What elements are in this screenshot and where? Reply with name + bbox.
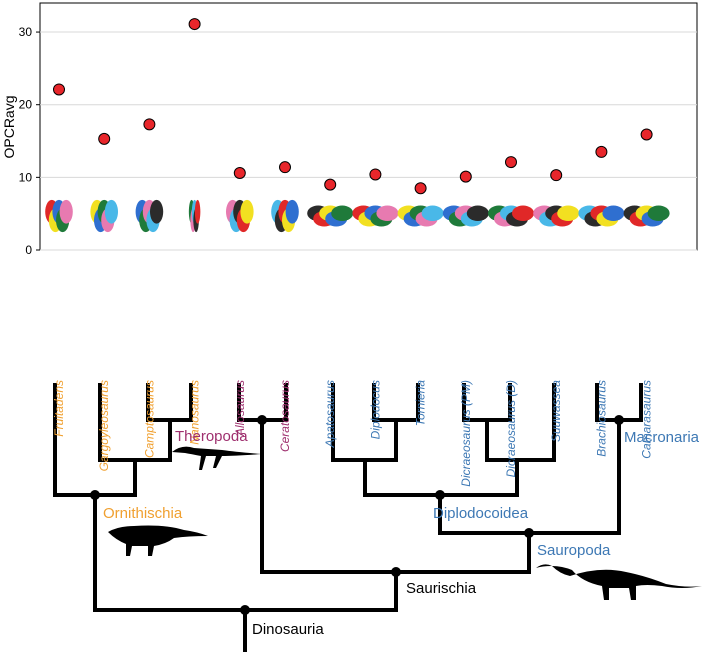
point <box>324 178 337 191</box>
point <box>98 132 111 145</box>
tooth <box>488 205 534 227</box>
point <box>550 169 563 182</box>
point <box>143 118 156 131</box>
point <box>369 168 382 181</box>
y-tick-label: 10 <box>19 170 33 184</box>
tooth-patch <box>602 205 625 221</box>
category-label: Suuwassea <box>549 380 563 442</box>
branches <box>53 383 193 612</box>
category-label: Nanosaurus <box>188 380 202 445</box>
y-tick-label: 30 <box>19 25 33 39</box>
clade-label: Dinosauria <box>252 621 324 638</box>
tooth <box>226 199 254 233</box>
category-label: Camarasaurus <box>640 380 654 459</box>
tooth-patch <box>376 205 399 221</box>
tooth-patch <box>150 199 164 224</box>
clade-label: Sauropoda <box>537 542 611 559</box>
clade-label: Theropoda <box>175 428 248 445</box>
tooth <box>442 205 489 227</box>
ornithischian-silhouette <box>108 525 208 556</box>
tooth <box>533 205 580 227</box>
point <box>188 18 201 31</box>
tooth <box>45 199 73 233</box>
tooth-patch <box>421 205 444 221</box>
point <box>459 170 472 183</box>
point <box>505 156 517 169</box>
clade-label: Saurischia <box>406 580 477 597</box>
point <box>233 166 246 179</box>
tooth-patch <box>240 199 254 224</box>
tooth-patch <box>557 205 580 221</box>
category-label: Diplodocus <box>368 380 382 439</box>
point <box>279 161 291 174</box>
nodes <box>90 415 624 615</box>
tooth <box>271 199 299 233</box>
tooth-patch <box>647 205 670 221</box>
point <box>414 182 427 195</box>
sauropod-silhouette <box>536 564 702 600</box>
point <box>53 83 65 96</box>
category-label: Gargoyleosaurus <box>97 380 111 471</box>
y-tick-label: 20 <box>19 98 33 112</box>
clade-label: Ornithischia <box>103 505 183 522</box>
tooth <box>188 199 201 233</box>
category-label: Allosaurus <box>233 380 247 437</box>
category-label: Dicraeosaurus (D) <box>504 380 518 477</box>
tooth <box>352 205 399 227</box>
tree <box>53 383 702 652</box>
point <box>595 145 608 158</box>
category-label: Tornieria <box>414 380 428 427</box>
tooth <box>623 205 670 227</box>
tooth-patch <box>512 205 534 221</box>
category-label: Ceratosaurus <box>278 380 292 452</box>
tooth <box>90 199 118 233</box>
point <box>640 128 653 141</box>
theropod-silhouette <box>172 446 262 470</box>
category-label: Camptosaurus <box>142 380 156 458</box>
y-axis-label: OPCRavg <box>1 95 17 158</box>
category-label: Brachiosaurus <box>594 380 608 457</box>
tooth <box>397 205 444 227</box>
y-tick-label: 0 <box>25 243 32 257</box>
clade-label: Macronaria <box>624 429 700 446</box>
tooth <box>135 199 164 233</box>
tooth-patch <box>59 199 73 224</box>
tooth <box>307 205 354 227</box>
category-label: Apatosaurus <box>323 380 337 448</box>
tooth-patch <box>194 199 201 224</box>
category-label: Dicraeosaurus (PM) <box>459 380 473 487</box>
tooth-patch <box>285 199 299 224</box>
tooth <box>578 205 625 227</box>
category-label: Fruitadens <box>52 380 66 437</box>
tooth-patch <box>331 205 354 221</box>
branches <box>237 383 288 574</box>
clade-label: Diplodocoidea <box>433 505 529 522</box>
tooth-patch <box>104 199 118 224</box>
tooth-patch <box>466 205 489 221</box>
